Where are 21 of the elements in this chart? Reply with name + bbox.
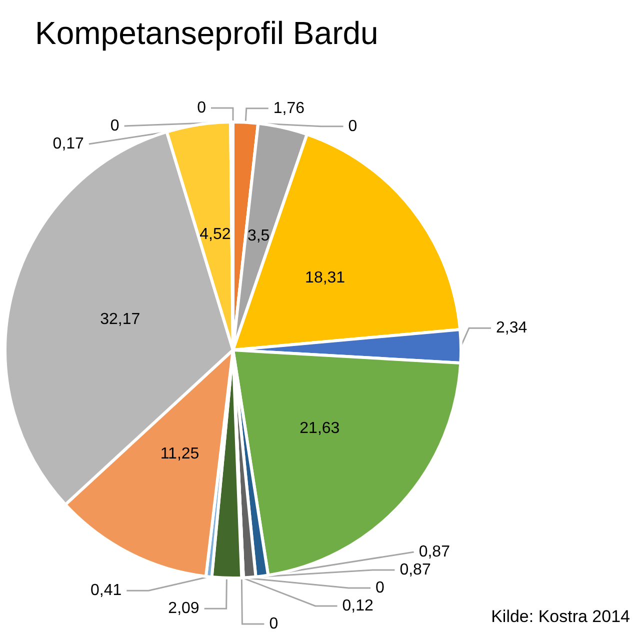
text: 0: [269, 616, 278, 632]
data-label: 4,52: [200, 226, 231, 243]
data-label: 2,09: [168, 600, 200, 618]
data-label: 11,25: [160, 446, 200, 463]
data-label: 0,87: [418, 544, 450, 560]
data-label: 2,34: [496, 320, 528, 337]
data-label: 1,76: [273, 100, 305, 117]
text: 0: [376, 580, 384, 596]
text: 0: [110, 118, 120, 134]
text: 0: [197, 100, 206, 116]
data-label: 3,5: [247, 227, 270, 244]
data-label: 18,31: [305, 269, 346, 286]
data-label: 21,63: [300, 420, 340, 438]
data-label: 32,17: [100, 310, 140, 328]
data-label: 0,87: [400, 562, 431, 578]
text: Kilde: Kostra 2014: [491, 607, 630, 626]
data-label: 0,17: [52, 136, 84, 152]
chart-title: Kompetanseprofil Bardu: [35, 15, 378, 51]
data-label: 0,12: [342, 598, 374, 614]
text: 0: [348, 118, 358, 135]
data-label: 0,41: [90, 582, 122, 600]
